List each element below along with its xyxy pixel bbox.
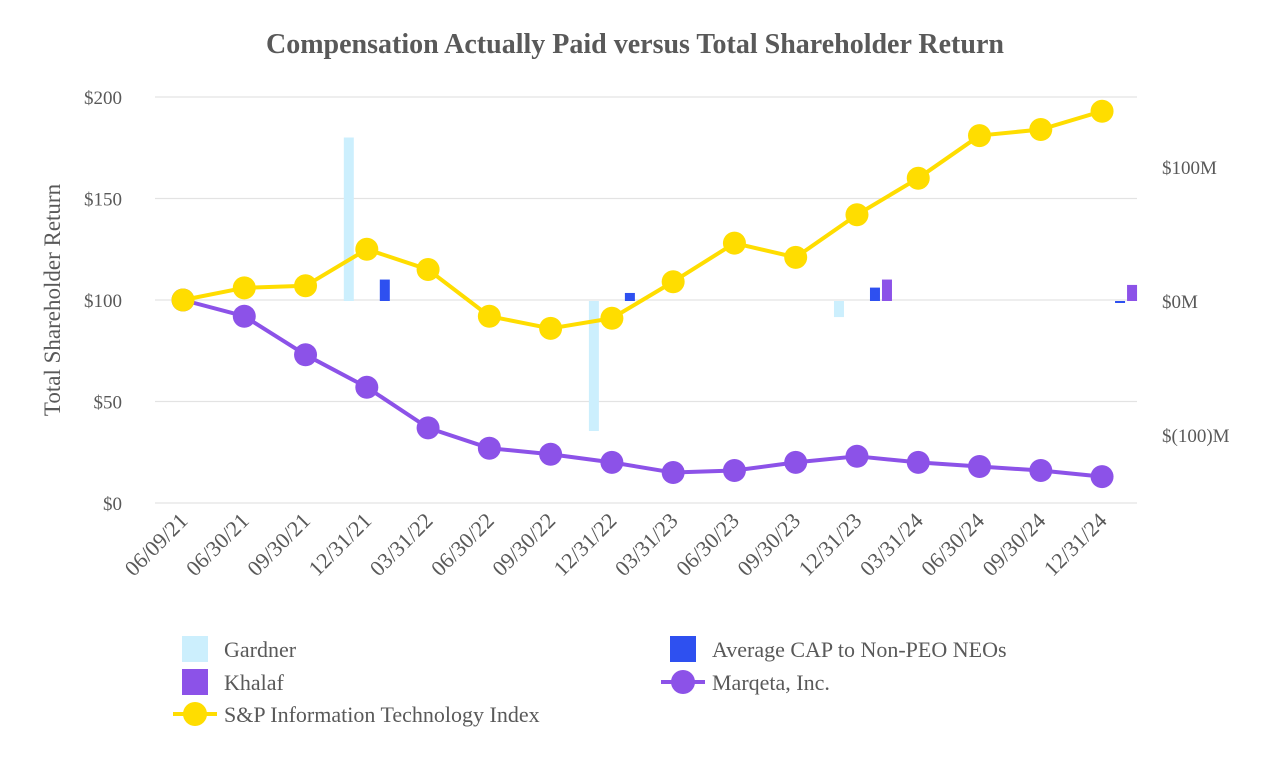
- x-tick-label: 03/31/22: [365, 508, 438, 581]
- y-tick-label: $50: [94, 393, 123, 414]
- point-s-p-information-technology-index: [171, 288, 195, 312]
- point-s-p-information-technology-index: [600, 306, 624, 330]
- x-tick-label: 06/30/22: [426, 508, 499, 581]
- legend-marker: [671, 670, 695, 694]
- x-tick-label: 09/30/23: [732, 508, 805, 581]
- y2-tick-label: $(100)M: [1162, 426, 1230, 447]
- x-tick-label: 09/30/24: [977, 508, 1050, 581]
- point-marqeta-inc: [355, 375, 379, 399]
- point-marqeta-inc: [845, 444, 869, 468]
- point-marqeta-inc: [600, 450, 624, 474]
- x-tick-label: 06/09/21: [120, 508, 193, 581]
- legend-item-khalaf: Khalaf: [182, 669, 285, 695]
- y-tick-label: $0: [103, 494, 122, 515]
- legend-label: Khalaf: [224, 670, 285, 695]
- legend-label: Marqeta, Inc.: [712, 670, 830, 695]
- bar-series: [343, 137, 1138, 431]
- legend-item-marqeta-inc: Marqeta, Inc.: [661, 670, 830, 695]
- chart-title: Compensation Actually Paid versus Total …: [266, 29, 1004, 60]
- x-tick-label: 09/30/22: [487, 508, 560, 581]
- bar-gardner: [343, 137, 354, 301]
- point-marqeta-inc: [784, 450, 808, 474]
- point-s-p-information-technology-index: [1090, 99, 1114, 123]
- legend-marker: [183, 702, 207, 726]
- line-marqeta-inc: [182, 298, 1103, 479]
- point-marqeta-inc: [416, 416, 440, 440]
- x-tick-label: 12/31/23: [794, 508, 867, 581]
- y-tick-label: $100: [84, 291, 122, 312]
- x-tick-label: 09/30/21: [242, 508, 315, 581]
- line-series: [171, 99, 1114, 489]
- point-marqeta-inc: [232, 304, 256, 328]
- point-s-p-information-technology-index: [477, 304, 501, 328]
- legend-item-s-p-information-technology-index: S&P Information Technology Index: [173, 702, 540, 727]
- bar-average-cap-to-non-peo-neos: [869, 287, 880, 301]
- point-s-p-information-technology-index: [784, 245, 808, 269]
- point-marqeta-inc: [294, 343, 318, 367]
- x-tick-label: 12/31/24: [1039, 508, 1112, 581]
- x-tick-label: 03/31/23: [610, 508, 683, 581]
- y-tick-label: $200: [84, 88, 122, 109]
- point-s-p-information-technology-index: [968, 124, 992, 148]
- point-marqeta-inc: [539, 442, 563, 466]
- point-s-p-information-technology-index: [355, 237, 379, 261]
- point-marqeta-inc: [968, 454, 992, 478]
- legend-label: Average CAP to Non-PEO NEOs: [712, 637, 1007, 662]
- point-s-p-information-technology-index: [906, 166, 930, 190]
- point-s-p-information-technology-index: [416, 258, 440, 282]
- point-s-p-information-technology-index: [232, 276, 256, 300]
- point-marqeta-inc: [661, 461, 685, 485]
- bar-gardner: [588, 301, 599, 431]
- bar-average-cap-to-non-peo-neos: [1115, 301, 1126, 303]
- x-tick-label: 06/30/21: [181, 508, 254, 581]
- y-tick-label: $150: [84, 190, 122, 211]
- point-s-p-information-technology-index: [539, 316, 563, 340]
- point-s-p-information-technology-index: [294, 274, 318, 298]
- point-s-p-information-technology-index: [845, 203, 869, 227]
- legend-swatch: [182, 669, 208, 695]
- point-s-p-information-technology-index: [661, 270, 685, 294]
- legend-swatch: [182, 636, 208, 662]
- x-tick-label: 06/30/24: [916, 508, 989, 581]
- legend-swatch: [670, 636, 696, 662]
- bar-average-cap-to-non-peo-neos: [379, 279, 390, 301]
- legend: Gardner Average CAP to Non-PEO NEOs Khalaf…: [173, 636, 1007, 727]
- point-marqeta-inc: [477, 436, 501, 460]
- x-tick-label: 06/30/23: [671, 508, 744, 581]
- point-marqeta-inc: [1029, 459, 1053, 483]
- axis-labels: $0 $50 $100 $150 $200 $(100)M $0M $100M 06/09/21…: [84, 88, 1230, 581]
- bar-gardner: [833, 301, 844, 318]
- line-s-p-information-technology-index: [182, 109, 1103, 331]
- point-s-p-information-technology-index: [722, 231, 746, 255]
- legend-item-gardner: Gardner: [182, 636, 297, 662]
- point-s-p-information-technology-index: [1029, 117, 1053, 141]
- y-axis-title: Total Shareholder Return: [40, 183, 65, 416]
- x-tick-label: 03/31/24: [855, 508, 928, 581]
- y2-tick-label: $0M: [1162, 292, 1198, 313]
- bar-khalaf: [881, 279, 892, 301]
- point-marqeta-inc: [906, 450, 930, 474]
- bar-khalaf: [1127, 284, 1138, 301]
- point-marqeta-inc: [1090, 465, 1114, 489]
- x-tick-label: 12/31/21: [303, 508, 376, 581]
- legend-label: Gardner: [224, 637, 297, 662]
- bar-average-cap-to-non-peo-neos: [624, 292, 635, 301]
- y2-tick-label: $100M: [1162, 158, 1217, 179]
- legend-item-average-cap-to-non-peo-neos: Average CAP to Non-PEO NEOs: [670, 636, 1007, 662]
- point-marqeta-inc: [722, 459, 746, 483]
- x-tick-label: 12/31/22: [548, 508, 621, 581]
- legend-label: S&P Information Technology Index: [224, 702, 540, 727]
